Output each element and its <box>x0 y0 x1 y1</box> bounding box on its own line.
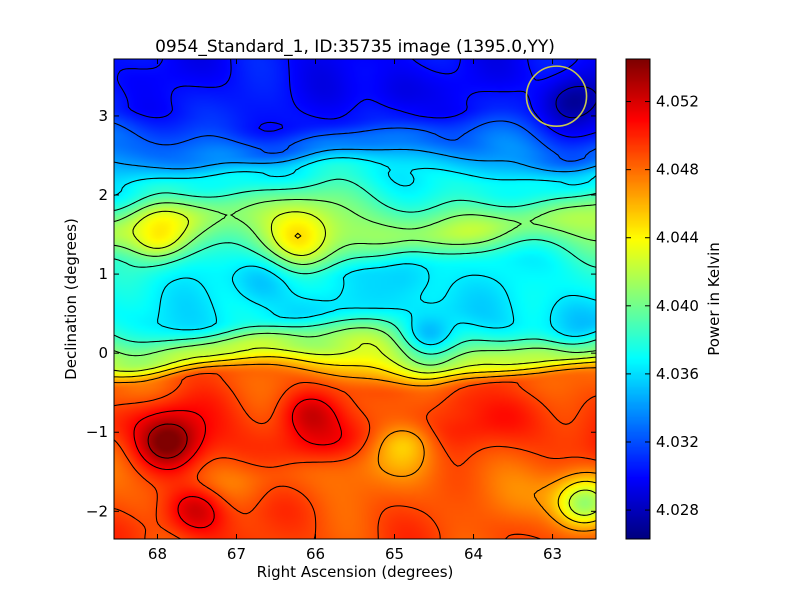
colorbar-label: Power in Kelvin <box>705 242 723 356</box>
y-tick-label: 1 <box>98 265 108 283</box>
contour-line-7 <box>114 210 596 516</box>
contour-line-5 <box>114 178 596 355</box>
colorbar-tick-label: 4.044 <box>656 229 699 247</box>
x-axis-label: Right Ascension (degrees) <box>257 563 454 581</box>
colorbar-tick-label: 4.036 <box>656 365 699 383</box>
contour-line-8 <box>114 232 596 524</box>
y-tick-label: −2 <box>86 502 108 520</box>
colorbar-tick-label: 4.032 <box>656 433 699 451</box>
y-axis-ticks: −2 −1 0 1 2 3 <box>86 107 596 520</box>
colorbar-tick-label: 4.048 <box>656 161 699 179</box>
contour-line-10 <box>114 372 596 539</box>
contour-line-3 <box>114 148 596 173</box>
colorbar-tick-label: 4.028 <box>656 501 699 519</box>
y-tick-label: 0 <box>98 344 108 362</box>
x-tick-label: 68 <box>148 545 167 563</box>
x-tick-label: 63 <box>543 545 562 563</box>
x-tick-label: 64 <box>464 545 483 563</box>
y-tick-label: −1 <box>86 423 108 441</box>
colorbar-tick-label: 4.040 <box>656 297 699 315</box>
y-tick-label: 2 <box>98 186 108 204</box>
beam-circle <box>525 65 588 128</box>
colorbar-ticks: 4.028 4.032 4.036 4.040 4.044 4.048 4.052 <box>626 93 699 519</box>
x-tick-label: 66 <box>306 545 325 563</box>
contour-line-2 <box>114 120 596 162</box>
x-tick-label: 67 <box>227 545 246 563</box>
colorbar-tick-label: 4.052 <box>656 93 699 111</box>
x-axis-ticks: 68 67 66 65 64 63 <box>148 59 562 563</box>
heatmap-image <box>114 59 596 539</box>
colorbar-frame <box>625 58 651 540</box>
chart-title: 0954_Standard_1, ID:35735 image (1395.0,… <box>155 37 555 57</box>
contour-line-0 <box>555 85 596 119</box>
contour-line-9 <box>114 363 596 532</box>
colorbar-gradient <box>626 59 650 539</box>
contour-line-11 <box>133 398 343 529</box>
y-tick-label: 3 <box>98 107 108 125</box>
y-axis-label: Declination (degrees) <box>62 218 80 380</box>
contour-line-12 <box>147 423 188 459</box>
contour-line-6 <box>114 198 596 366</box>
x-tick-label: 65 <box>385 545 404 563</box>
contour-line-4 <box>114 157 596 346</box>
plot-frame <box>113 58 597 540</box>
contour-lines <box>114 59 596 539</box>
